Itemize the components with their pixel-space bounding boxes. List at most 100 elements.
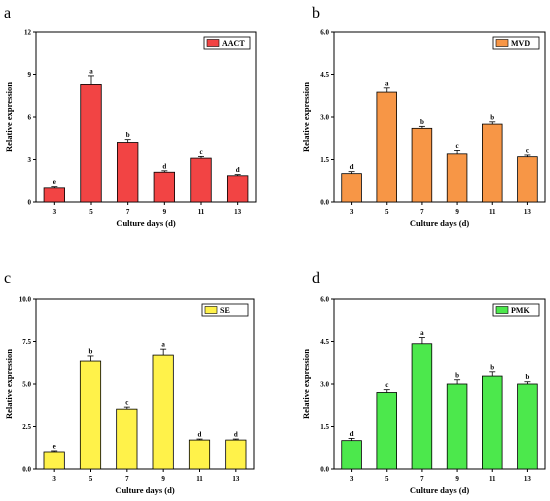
significance-label: b <box>420 118 424 126</box>
bar <box>482 123 503 203</box>
bar <box>341 440 362 470</box>
chart-panel-c: c 0.0 2.5 5.0 7.5 10.0 e 3 b 5 c 7 a 9 d 11 d 13 Culture d… <box>4 270 255 495</box>
bar <box>226 175 249 203</box>
bar <box>190 157 212 203</box>
legend-swatch <box>495 39 509 47</box>
y-tick-label: 3 <box>28 156 32 164</box>
significance-label: b <box>490 363 494 371</box>
bar <box>376 392 397 470</box>
y-axis-label: Relative expression <box>4 82 14 152</box>
y-tick-label: 3.0 <box>320 114 329 122</box>
y-tick-label: 6.0 <box>320 296 329 304</box>
x-tick-label: 7 <box>420 208 424 216</box>
x-axis-label: Culture days (d) <box>115 485 175 495</box>
y-tick-label: 6 <box>28 114 32 122</box>
panel-letter: b <box>312 5 320 22</box>
significance-label: c <box>456 142 459 150</box>
significance-label: b <box>490 113 494 121</box>
x-tick-label: 3 <box>350 475 354 483</box>
y-tick-label: 2.5 <box>22 423 31 431</box>
y-tick-label: 7.5 <box>22 338 31 346</box>
legend: PMK <box>492 303 540 317</box>
significance-label: d <box>350 163 354 171</box>
y-tick-label: 9 <box>28 71 32 79</box>
bar <box>411 127 433 203</box>
significance-label: d <box>234 431 238 439</box>
plot-frame <box>333 298 546 470</box>
x-tick-label: 11 <box>198 208 205 216</box>
chart-panel-b: b 0.0 1.5 3.0 4.5 6.0 d 3 a 5 b 7 c 9 b 11 c 13 Culture da… <box>301 5 546 228</box>
y-tick-label: 6.0 <box>320 29 329 37</box>
significance-label: a <box>89 67 93 75</box>
y-tick-label: 4.5 <box>320 338 329 346</box>
legend-swatch <box>495 306 509 314</box>
x-tick-label: 7 <box>125 475 129 483</box>
x-tick-label: 3 <box>53 208 57 216</box>
significance-label: b <box>525 373 529 381</box>
y-tick-label: 0.0 <box>320 199 329 207</box>
plot-frame <box>333 31 546 203</box>
legend-swatch <box>204 306 218 314</box>
plot-frame <box>35 31 257 203</box>
y-axis-label: Relative expression <box>4 349 14 419</box>
y-tick-label: 0.0 <box>22 466 31 474</box>
x-tick-label: 5 <box>89 475 93 483</box>
plot-frame <box>35 298 255 470</box>
bar <box>341 173 362 203</box>
legend: SE <box>201 303 249 317</box>
x-tick-label: 5 <box>385 208 389 216</box>
significance-label: e <box>53 178 56 186</box>
bar <box>80 84 102 203</box>
significance-label: a <box>385 79 389 87</box>
x-axis-label: Culture days (d) <box>116 218 176 228</box>
x-axis-label: Culture days (d) <box>410 485 470 495</box>
significance-label: b <box>455 371 459 379</box>
x-tick-label: 7 <box>420 475 424 483</box>
y-tick-label: 10.0 <box>19 296 32 304</box>
bar <box>117 142 139 203</box>
x-tick-label: 13 <box>234 208 242 216</box>
x-tick-label: 11 <box>489 475 496 483</box>
x-tick-label: 9 <box>455 208 459 216</box>
x-tick-label: 9 <box>455 475 459 483</box>
bar <box>446 153 468 203</box>
legend-label: PMK <box>511 306 530 315</box>
y-tick-label: 12 <box>24 29 32 37</box>
x-tick-label: 9 <box>163 208 167 216</box>
bar <box>376 91 397 203</box>
significance-label: c <box>125 399 128 407</box>
chart-panel-d: d 0.0 1.5 3.0 4.5 6.0 d 3 c 5 a 7 b 9 b 11 b 13 Culture da… <box>301 270 546 495</box>
legend-swatch <box>206 39 220 47</box>
x-tick-label: 13 <box>524 475 532 483</box>
x-tick-label: 7 <box>126 208 130 216</box>
significance-label: d <box>350 430 354 438</box>
bar <box>225 439 247 470</box>
bar <box>43 187 65 203</box>
x-tick-label: 9 <box>161 475 165 483</box>
y-tick-label: 4.5 <box>320 71 329 79</box>
x-tick-label: 13 <box>232 475 240 483</box>
y-tick-label: 1.5 <box>320 423 329 431</box>
legend: AACT <box>203 36 251 50</box>
bar <box>116 408 138 470</box>
bar <box>153 171 175 203</box>
significance-label: d <box>236 166 240 174</box>
legend-label: AACT <box>222 39 245 48</box>
significance-label: b <box>126 131 130 139</box>
legend-label: SE <box>220 306 230 315</box>
bar <box>79 360 102 470</box>
panel-letter: d <box>312 270 320 287</box>
x-tick-label: 11 <box>489 208 496 216</box>
panel-letter: a <box>4 5 11 22</box>
significance-label: a <box>161 341 165 349</box>
significance-label: a <box>420 329 424 337</box>
significance-label: b <box>89 347 93 355</box>
x-tick-label: 3 <box>350 208 354 216</box>
bar <box>188 439 211 470</box>
x-tick-label: 3 <box>52 475 56 483</box>
y-tick-label: 5.0 <box>22 381 31 389</box>
significance-label: d <box>198 431 202 439</box>
x-axis-label: Culture days (d) <box>410 218 470 228</box>
y-axis-label: Relative expression <box>301 349 311 419</box>
